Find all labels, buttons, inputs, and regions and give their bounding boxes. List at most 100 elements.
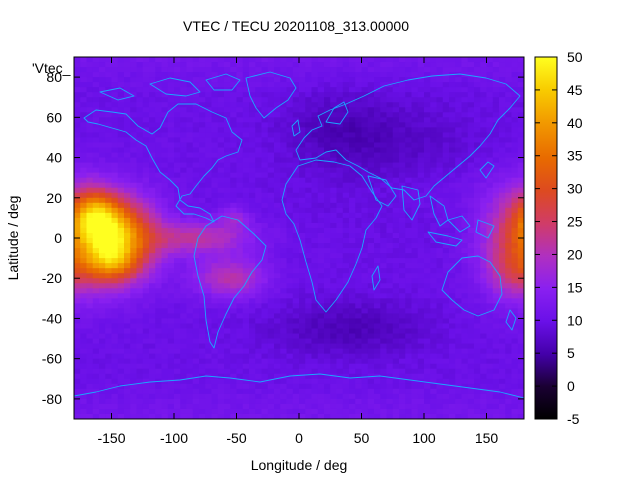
heatmap-cell [336, 398, 344, 405]
heatmap-cell [86, 348, 94, 355]
heatmap-cell [217, 107, 225, 113]
heatmap-cell [217, 343, 225, 350]
heatmap-cell [99, 182, 106, 189]
heatmap-cell [411, 207, 419, 214]
heatmap-cell [230, 323, 238, 330]
heatmap-cell [267, 323, 275, 330]
heatmap-cell [236, 57, 244, 63]
heatmap-cell [299, 318, 306, 325]
heatmap-cell [505, 177, 513, 184]
heatmap-cell [124, 353, 131, 360]
heatmap-cell [124, 378, 131, 385]
heatmap-cell [167, 243, 175, 249]
heatmap-cell [467, 323, 475, 330]
heatmap-cell [105, 62, 113, 68]
heatmap-cell [411, 177, 419, 184]
heatmap-cell [499, 328, 506, 335]
heatmap-cell [299, 343, 306, 350]
heatmap-cell [249, 92, 256, 98]
heatmap-cell [330, 263, 338, 269]
heatmap-cell [74, 318, 81, 325]
heatmap-cell [92, 288, 100, 294]
heatmap-cell [99, 127, 106, 134]
heatmap-cell [149, 147, 156, 154]
heatmap-cell [386, 77, 394, 83]
heatmap-cell [311, 258, 319, 264]
heatmap-cell [136, 273, 144, 279]
heatmap-cell [455, 393, 463, 400]
heatmap-cell [92, 333, 100, 340]
heatmap-cell [486, 232, 494, 239]
heatmap-cell [249, 77, 256, 83]
heatmap-cell [211, 157, 219, 164]
heatmap-cell [299, 333, 306, 340]
heatmap-cell [324, 328, 331, 335]
heatmap-cell [436, 383, 444, 390]
heatmap-cell [242, 288, 250, 294]
heatmap-cell [249, 117, 256, 123]
heatmap-cell [274, 258, 281, 264]
heatmap-cell [224, 112, 231, 118]
heatmap-cell [280, 182, 288, 189]
heatmap-cell [155, 72, 163, 78]
heatmap-cell [230, 117, 238, 123]
heatmap-cell [367, 243, 375, 249]
heatmap-cell [105, 408, 113, 415]
heatmap-cell [474, 293, 481, 299]
heatmap-cell [211, 238, 219, 244]
heatmap-cell [324, 197, 331, 204]
heatmap-cell [249, 62, 256, 68]
heatmap-cell [105, 82, 113, 88]
heatmap-cell [480, 368, 488, 375]
heatmap-cell [86, 323, 94, 330]
heatmap-cell [80, 413, 88, 419]
heatmap-cell [205, 122, 213, 128]
heatmap-cell [399, 238, 406, 244]
heatmap-cell [499, 248, 506, 254]
heatmap-cell [224, 122, 231, 128]
heatmap-cell [355, 117, 363, 123]
heatmap-cell [311, 107, 319, 113]
heatmap-cell [505, 167, 513, 174]
heatmap-cell [142, 172, 150, 179]
heatmap-cell [274, 132, 281, 139]
heatmap-cell [205, 273, 213, 279]
heatmap-cell [130, 303, 138, 309]
heatmap-cell [467, 207, 475, 214]
heatmap-cell [411, 132, 419, 139]
heatmap-cell [455, 112, 463, 118]
heatmap-cell [461, 303, 469, 309]
heatmap-cell [424, 338, 431, 345]
heatmap-cell [286, 77, 294, 83]
heatmap-cell [292, 82, 300, 88]
heatmap-cell [492, 177, 500, 184]
heatmap-cell [199, 182, 206, 189]
heatmap-cell [399, 77, 406, 83]
heatmap-cell [74, 238, 81, 244]
heatmap-cell [242, 348, 250, 355]
heatmap-cell [486, 202, 494, 209]
heatmap-cell [205, 378, 213, 385]
heatmap-cell [286, 67, 294, 73]
heatmap-cell [180, 107, 188, 113]
heatmap-cell [224, 167, 231, 174]
heatmap-cell [492, 87, 500, 93]
heatmap-cell [242, 308, 250, 315]
heatmap-cell [330, 358, 338, 365]
heatmap-cell [380, 308, 388, 315]
heatmap-cell [355, 207, 363, 214]
heatmap-cell [336, 348, 344, 355]
heatmap-cell [492, 263, 500, 269]
heatmap-cell [267, 403, 275, 410]
heatmap-cell [136, 248, 144, 254]
heatmap-cell [167, 62, 175, 68]
heatmap-cell [242, 403, 250, 410]
heatmap-cell [186, 157, 194, 164]
heatmap-cell [499, 77, 506, 83]
heatmap-cell [467, 157, 475, 164]
heatmap-cell [455, 137, 463, 144]
heatmap-cell [92, 298, 100, 304]
heatmap-cell [292, 283, 300, 289]
heatmap-cell [180, 393, 188, 400]
heatmap-cell [386, 328, 394, 335]
